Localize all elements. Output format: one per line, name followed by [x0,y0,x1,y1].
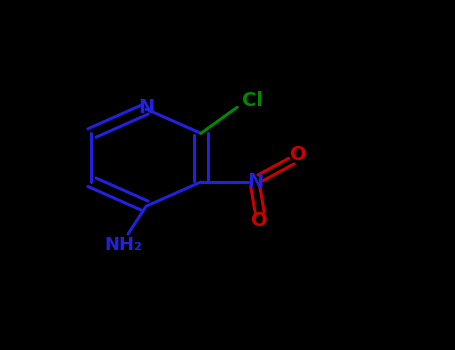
Text: N: N [247,173,263,191]
Text: O: O [252,211,268,230]
Text: O: O [290,145,307,164]
Text: N: N [138,98,154,117]
Text: Cl: Cl [243,91,263,110]
Text: NH₂: NH₂ [105,236,142,254]
